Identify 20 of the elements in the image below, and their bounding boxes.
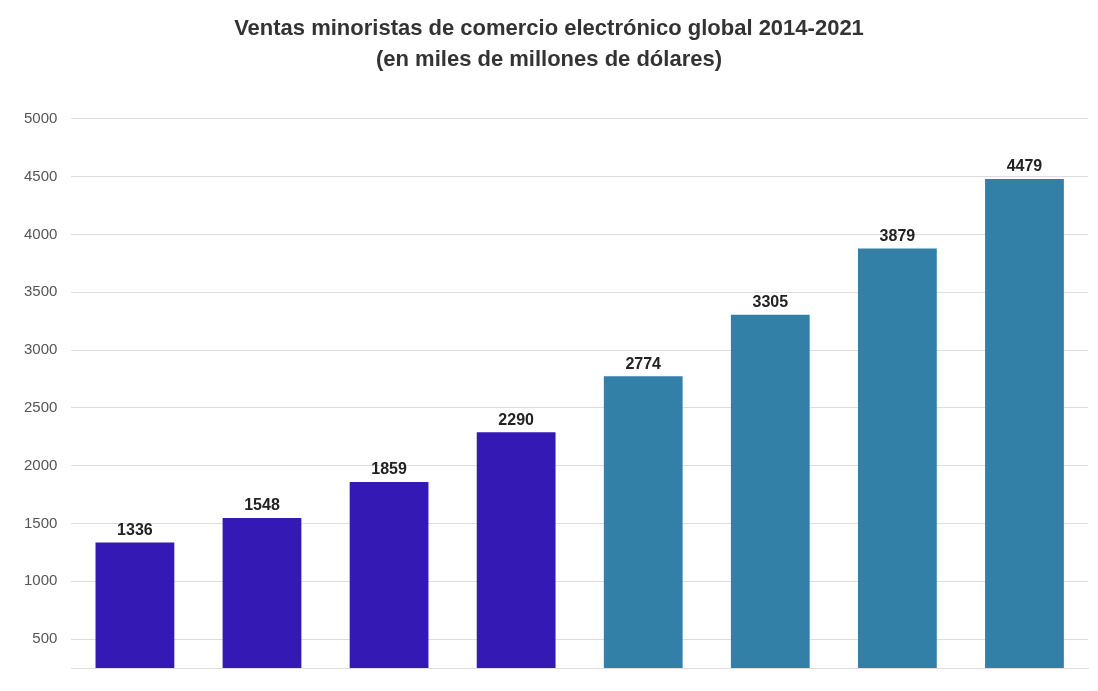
data-label: 1859: [371, 460, 407, 478]
data-label: 4479: [1006, 157, 1043, 175]
data-label: 1548: [244, 496, 280, 514]
data-label: 1336: [117, 520, 153, 538]
y-tick-label: 4500: [23, 166, 58, 184]
chart-subtitle: (en miles de millones de dólares): [376, 45, 722, 71]
data-label: 3305: [752, 293, 789, 311]
chart-title: Ventas minoristas de comercio electrónico global 2014-2021: [234, 15, 864, 41]
data-label: 2290: [498, 410, 535, 428]
y-tick-label: 500: [32, 629, 58, 647]
y-tick-label: 1000: [23, 571, 58, 589]
y-tick-label: 5000: [23, 108, 58, 126]
y-tick-label: 2500: [23, 397, 58, 415]
data-label: 3879: [879, 226, 916, 244]
y-tick-label: 3500: [23, 282, 58, 300]
y-tick-label: 2000: [23, 455, 58, 473]
data-label: 2774: [625, 354, 662, 372]
y-tick-label: 4000: [23, 224, 58, 242]
y-tick-label: 1500: [23, 513, 58, 531]
y-tick-label: 3000: [23, 340, 58, 358]
